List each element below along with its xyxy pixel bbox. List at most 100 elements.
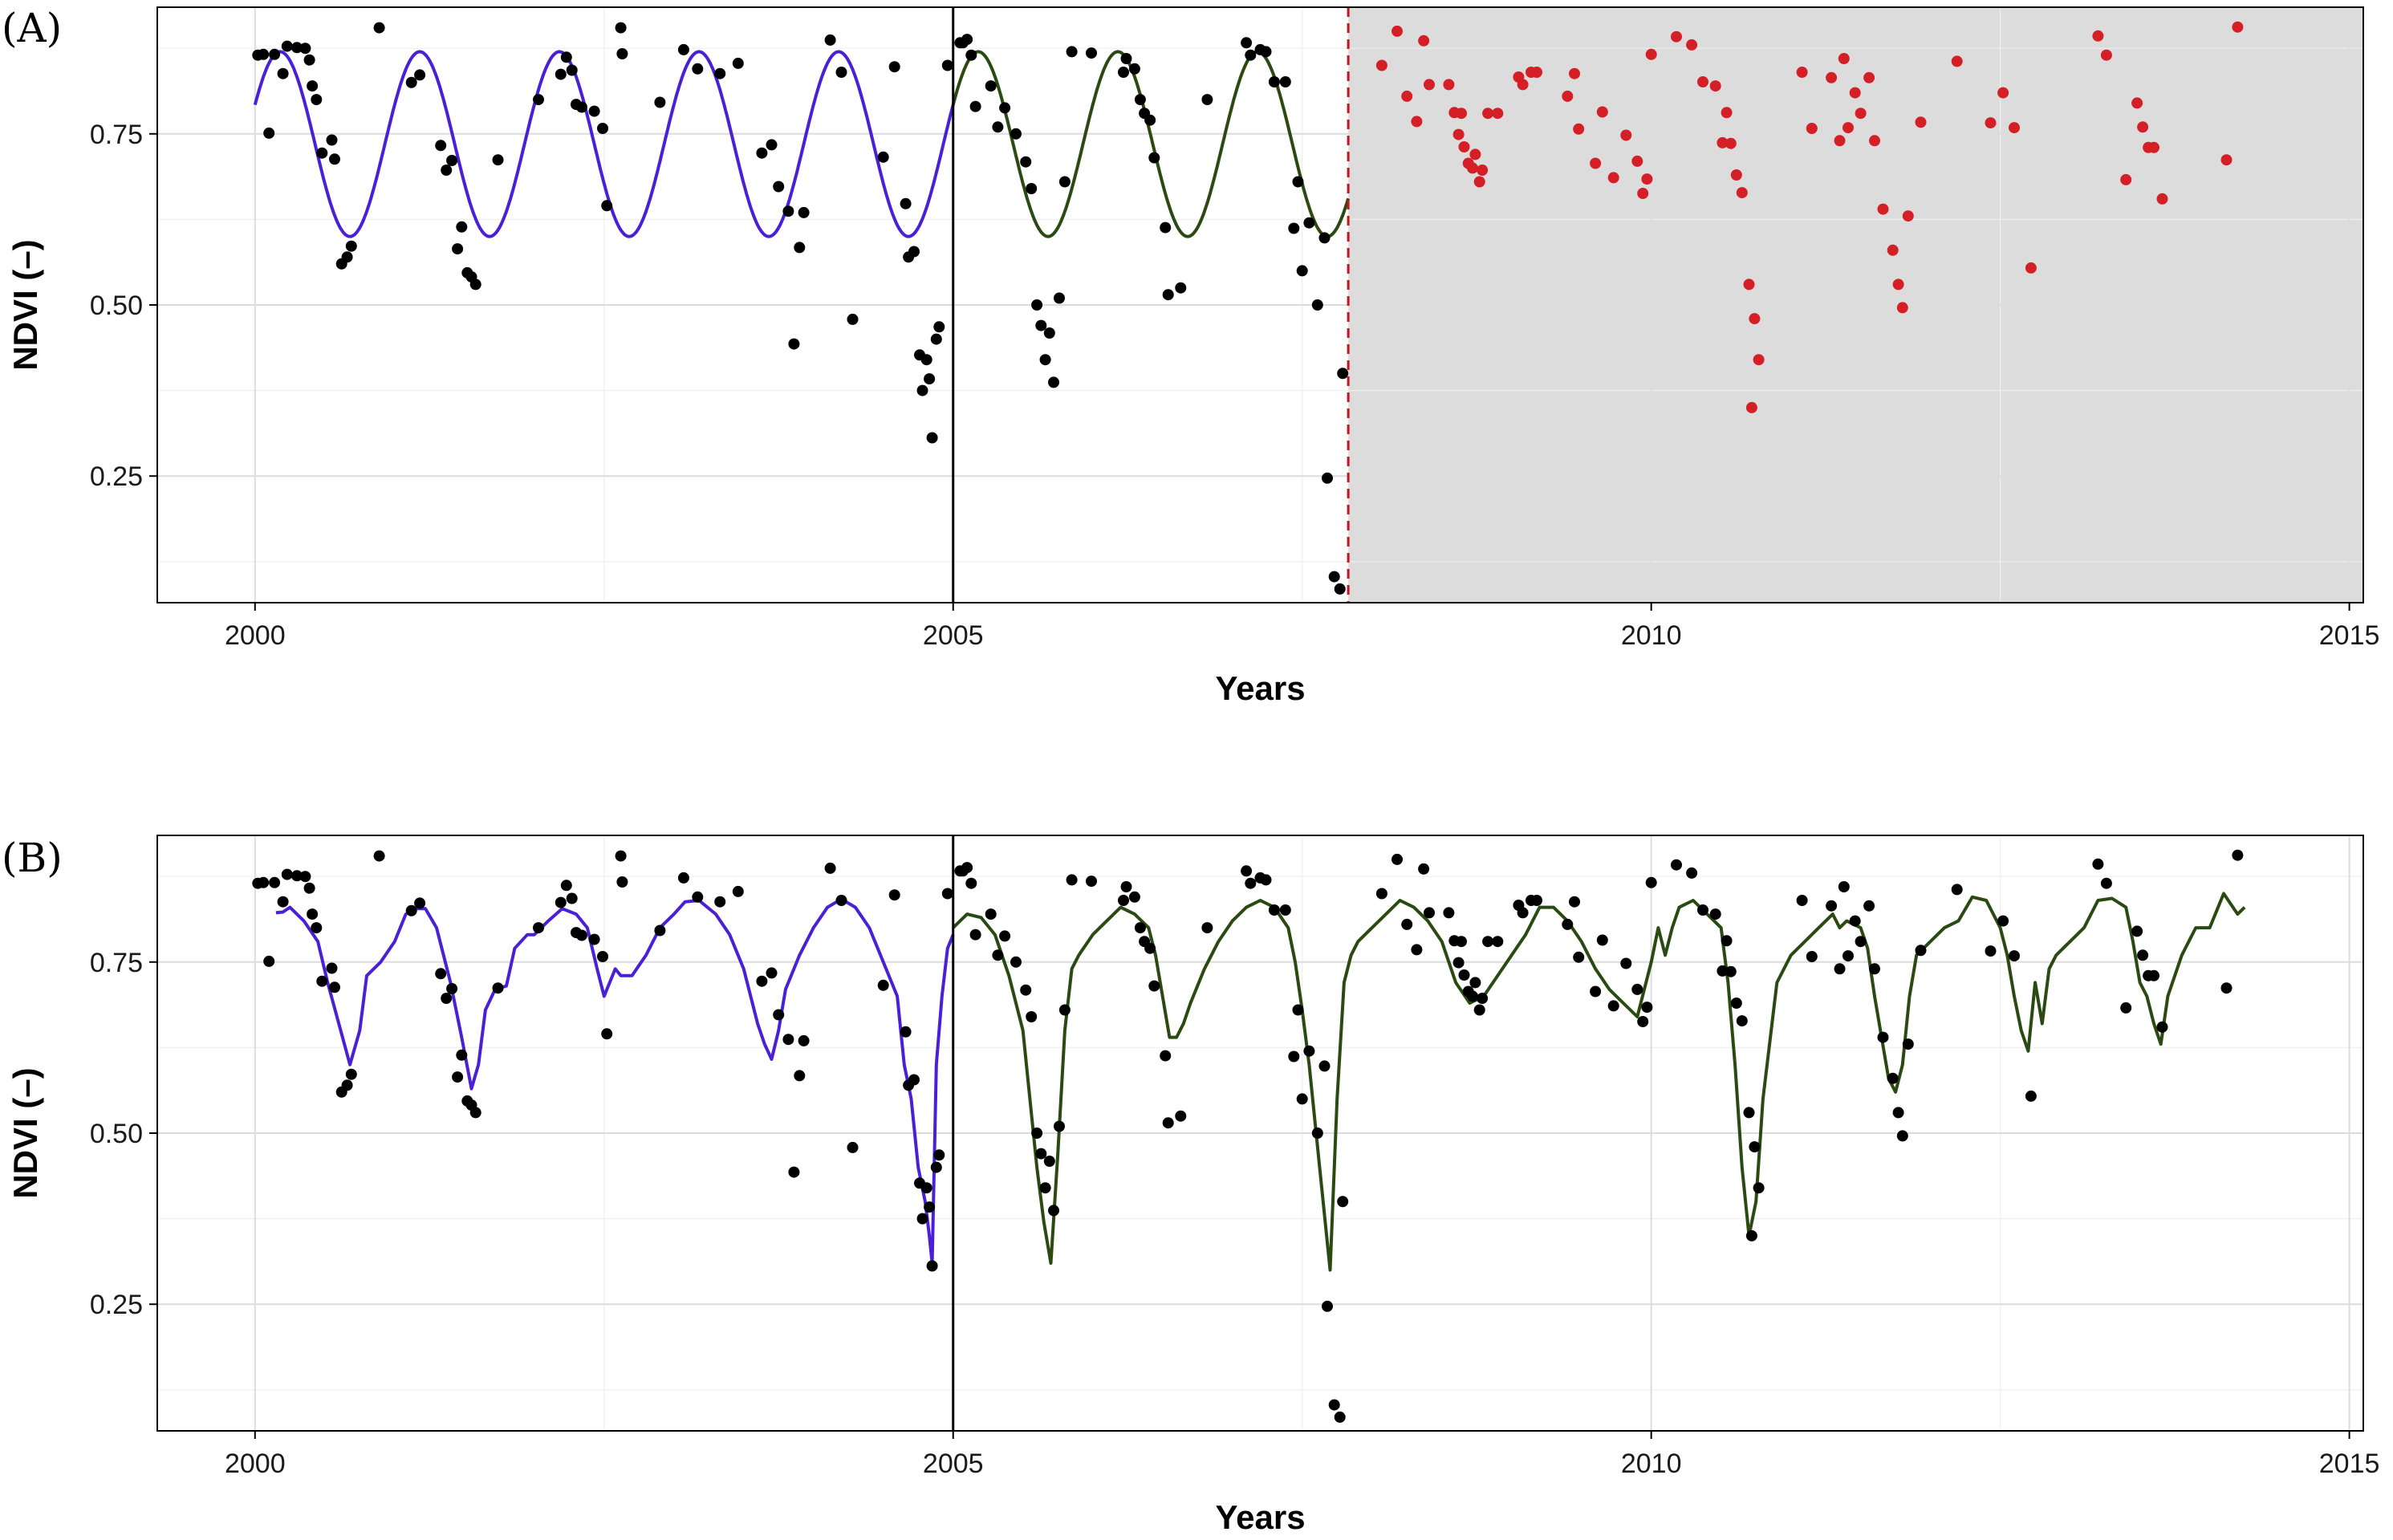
data-point xyxy=(1148,980,1160,992)
data-point xyxy=(1736,187,1748,199)
data-point xyxy=(1035,319,1047,331)
data-point xyxy=(307,908,319,920)
data-point xyxy=(566,892,578,904)
data-point xyxy=(1452,957,1465,969)
data-point xyxy=(930,1161,942,1173)
data-point xyxy=(373,22,385,34)
data-point xyxy=(341,251,353,263)
data-point xyxy=(788,1166,800,1178)
data-point xyxy=(1043,1156,1055,1167)
data-point xyxy=(1697,904,1708,916)
data-point xyxy=(452,1071,464,1083)
data-point xyxy=(1458,141,1470,152)
data-point xyxy=(291,870,303,882)
panel-b-tag: (B) xyxy=(2,835,63,881)
data-point xyxy=(2148,969,2159,981)
data-point xyxy=(1573,951,1585,963)
data-point xyxy=(1717,965,1729,977)
data-point xyxy=(435,968,447,980)
data-point xyxy=(1245,49,1257,61)
data-point xyxy=(1721,935,1733,947)
data-point xyxy=(2092,858,2104,870)
data-point xyxy=(303,54,315,66)
data-point xyxy=(373,850,385,862)
data-point xyxy=(1401,90,1413,102)
panel-a-points xyxy=(252,21,2244,595)
data-point xyxy=(1482,936,1494,948)
data-point xyxy=(1337,1196,1349,1208)
data-point xyxy=(291,42,303,54)
data-point xyxy=(1031,299,1043,311)
panel-b-y-axis-label: NDVI (–) xyxy=(6,1067,44,1198)
data-point xyxy=(2156,193,2168,205)
data-point xyxy=(2100,877,2112,889)
data-point xyxy=(788,338,800,350)
data-point xyxy=(1296,1093,1308,1105)
data-point xyxy=(1869,135,1880,147)
data-point xyxy=(1855,108,1867,120)
data-point xyxy=(1467,162,1478,174)
data-point xyxy=(1743,1107,1755,1119)
data-point xyxy=(588,105,600,117)
data-point xyxy=(1620,957,1632,969)
data-point xyxy=(1892,278,1904,291)
data-point xyxy=(1144,114,1156,126)
data-point xyxy=(1375,888,1387,900)
data-point xyxy=(1838,53,1850,64)
data-point xyxy=(316,975,328,987)
data-point xyxy=(1869,963,1880,975)
x-tick-label: 2005 xyxy=(923,1449,984,1479)
data-point xyxy=(1753,1182,1765,1194)
data-point xyxy=(1456,936,1467,948)
data-point xyxy=(1725,965,1737,977)
data-point xyxy=(492,154,504,166)
data-point xyxy=(1144,942,1156,954)
data-point xyxy=(1596,106,1608,118)
panel-a-period-markers xyxy=(952,7,1350,603)
data-point xyxy=(794,1070,806,1082)
data-point xyxy=(1334,583,1346,595)
data-point xyxy=(1411,944,1423,956)
data-point xyxy=(1645,48,1657,60)
data-point xyxy=(798,1034,810,1046)
panel-b-y-ticks: 0.25 0.50 0.75 xyxy=(90,948,157,1320)
data-point xyxy=(1796,895,1808,906)
data-point xyxy=(756,975,768,987)
data-point xyxy=(732,57,744,69)
data-point xyxy=(933,321,945,333)
data-point xyxy=(2220,154,2233,166)
x-tick-label: 2015 xyxy=(2319,620,2380,651)
data-point xyxy=(1745,401,1757,413)
data-point xyxy=(1148,152,1160,164)
data-point xyxy=(794,242,806,254)
data-point xyxy=(900,197,912,209)
data-point xyxy=(985,908,997,920)
data-point xyxy=(1641,173,1653,185)
data-point xyxy=(1686,867,1698,879)
data-point xyxy=(597,123,608,134)
data-point xyxy=(311,922,323,934)
data-point xyxy=(926,1260,938,1272)
data-point xyxy=(1569,896,1580,908)
data-point xyxy=(2100,49,2112,61)
data-point xyxy=(1730,998,1742,1009)
data-point xyxy=(1492,936,1504,948)
data-point xyxy=(326,962,338,974)
x-tick-label: 2000 xyxy=(225,1449,286,1479)
panel-a: (A) 2000 2005 2010 2015 0.250.500.75 Years … xyxy=(2,5,2379,707)
panel-a-x-axis-label: Years xyxy=(1215,669,1305,707)
data-point xyxy=(1245,877,1257,889)
data-point xyxy=(281,40,293,52)
panel-b-points xyxy=(252,849,2244,1423)
data-point xyxy=(1686,39,1698,51)
data-point xyxy=(1736,1015,1748,1027)
data-point xyxy=(1671,30,1682,43)
data-point xyxy=(916,1213,928,1225)
data-point xyxy=(1424,907,1435,919)
data-point xyxy=(601,200,613,212)
panel-b-fitted-lines xyxy=(275,892,2246,1272)
data-point xyxy=(341,1079,353,1091)
data-point xyxy=(1631,155,1643,167)
data-point xyxy=(1607,1000,1619,1012)
